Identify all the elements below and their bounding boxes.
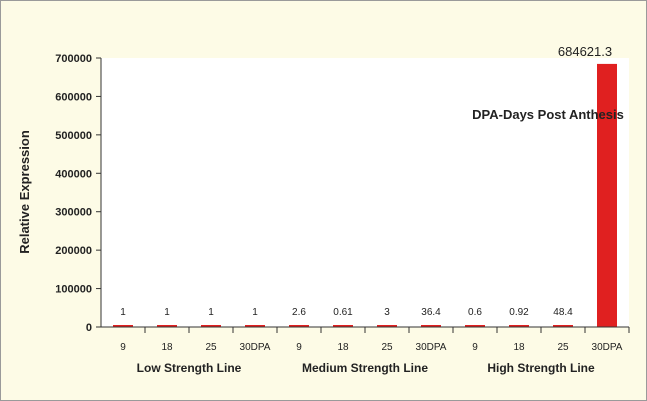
data-label: 0.92 bbox=[509, 307, 529, 318]
x-tick-label: 9 bbox=[472, 342, 478, 353]
group-label: Low Strength Line bbox=[137, 361, 242, 375]
x-tick-label: 25 bbox=[205, 342, 217, 353]
y-tick-label: 500000 bbox=[55, 130, 92, 142]
data-label: 0.61 bbox=[333, 307, 353, 318]
bar bbox=[553, 325, 573, 327]
data-label: 1 bbox=[120, 307, 126, 318]
y-tick-label: 0 bbox=[86, 322, 92, 334]
data-label: 1 bbox=[252, 307, 258, 318]
data-label: 3 bbox=[384, 307, 390, 318]
group-labels: Low Strength Line Medium Strength Line Hig… bbox=[137, 361, 595, 375]
x-tick-label: 25 bbox=[381, 342, 393, 353]
bar bbox=[113, 325, 133, 327]
data-label: 684621.3 bbox=[558, 44, 612, 59]
x-tick-label: 9 bbox=[296, 342, 302, 353]
bars: 1 1 1 1 2.6 0.61 3 36.4 0.6 0.92 48.4 684621.3 bbox=[113, 44, 617, 327]
x-tick-label: 30DPA bbox=[592, 342, 623, 353]
bar bbox=[509, 325, 529, 327]
bar bbox=[377, 325, 397, 327]
data-label: 0.6 bbox=[468, 307, 482, 318]
x-tick-label: 25 bbox=[557, 342, 569, 353]
bar bbox=[289, 325, 309, 327]
bar bbox=[201, 325, 221, 327]
y-tick-label: 100000 bbox=[55, 284, 92, 296]
y-tick-label: 200000 bbox=[55, 245, 92, 257]
data-label: 36.4 bbox=[421, 307, 441, 318]
x-tick-label: 9 bbox=[120, 342, 126, 353]
plot-area bbox=[101, 58, 629, 327]
bar bbox=[421, 325, 441, 327]
annotation-dpa: DPA-Days Post Anthesis bbox=[472, 107, 624, 122]
y-axis-ticks: 0 100000 200000 300000 400000 500000 600000 700… bbox=[55, 53, 101, 334]
x-tick-label: 18 bbox=[513, 342, 525, 353]
group-label: High Strength Line bbox=[487, 361, 595, 375]
bar bbox=[245, 325, 265, 327]
bar bbox=[465, 325, 485, 327]
bar bbox=[597, 63, 617, 327]
x-tick-label: 18 bbox=[337, 342, 349, 353]
data-label: 1 bbox=[208, 307, 214, 318]
y-tick-label: 700000 bbox=[55, 53, 92, 65]
bar bbox=[333, 325, 353, 327]
x-tick-label: 30DPA bbox=[240, 342, 271, 353]
data-label: 2.6 bbox=[292, 307, 306, 318]
y-axis-title: Relative Expression bbox=[17, 130, 32, 254]
y-tick-label: 300000 bbox=[55, 207, 92, 219]
x-tick-label: 18 bbox=[161, 342, 173, 353]
y-tick-label: 600000 bbox=[55, 91, 92, 103]
data-label: 1 bbox=[164, 307, 170, 318]
x-tick-label: 30DPA bbox=[416, 342, 447, 353]
x-axis-ticks: 9 18 25 30DPA 9 18 25 30DPA 9 18 25 30DPA bbox=[120, 327, 630, 353]
bar bbox=[157, 325, 177, 327]
data-label: 48.4 bbox=[553, 307, 573, 318]
group-label: Medium Strength Line bbox=[302, 361, 428, 375]
y-tick-label: 400000 bbox=[55, 168, 92, 180]
